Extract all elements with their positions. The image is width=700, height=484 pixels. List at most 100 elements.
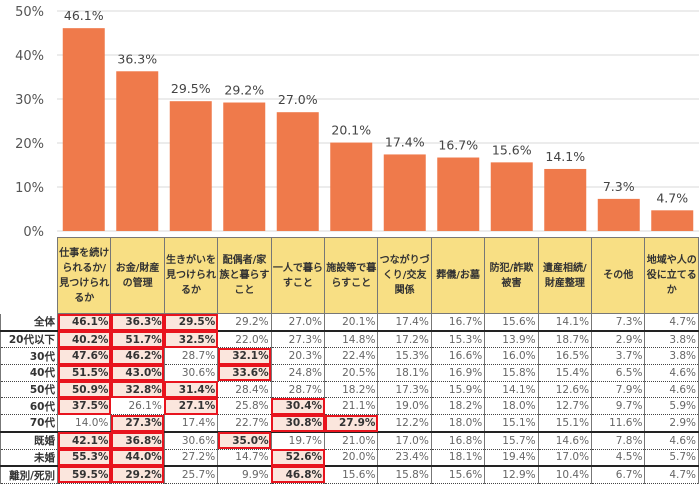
- bar: [330, 142, 373, 231]
- row-label: 全体: [0, 313, 58, 332]
- table-cell: 29.2%: [217, 313, 272, 332]
- table-cell: 13.9%: [484, 330, 539, 349]
- bar: [223, 102, 266, 232]
- column-header: 施設等で暮らすこと: [324, 237, 379, 314]
- table-cell: 43.0%: [110, 364, 165, 382]
- table-cell: 17.2%: [377, 330, 432, 349]
- table-cell: 4.5%: [591, 449, 646, 468]
- table-cell: 3.7%: [591, 347, 646, 366]
- data-label: 17.4%: [385, 134, 425, 149]
- bar: [544, 168, 587, 231]
- table-cell: 7.8%: [591, 431, 646, 450]
- table-cell: 44.0%: [110, 449, 165, 468]
- table-cell: 14.1%: [537, 313, 593, 332]
- table-cell: 51.7%: [110, 330, 165, 349]
- table-cell: 18.2%: [324, 381, 379, 399]
- table-cell: 22.0%: [217, 330, 272, 349]
- table-row: 30代 47.6% 46.2% 28.7% 32.1% 20.3% 22.4% 15.3% 16…: [0, 347, 699, 366]
- table-row: 70代 14.0% 27.3% 17.4% 22.7% 30.8% 27.9% 12.2% 18…: [0, 414, 699, 433]
- bar: [383, 154, 426, 231]
- table-cell: 28.7%: [163, 347, 219, 366]
- table-cell: 26.1%: [110, 397, 165, 416]
- table-cell: 35.0%: [217, 431, 272, 450]
- table-header-row: 仕事を続けられるか/見つけられるか お金/財産の管理 生きがいを見つけられるか 配偶者…: [0, 237, 699, 314]
- column-header: 生きがいを見つけられるか: [163, 237, 219, 314]
- bar: [490, 162, 533, 231]
- bar: [116, 71, 159, 231]
- table-cell: 18.7%: [537, 330, 593, 349]
- table-cell: 29.5%: [163, 313, 219, 332]
- data-label: 20.1%: [331, 123, 371, 138]
- table-cell: 42.1%: [56, 431, 112, 450]
- column-header: 一人で暮らすこと: [270, 237, 326, 314]
- table-cell: 15.4%: [537, 364, 593, 382]
- table-cell: 31.4%: [163, 381, 219, 399]
- table-cell: 15.3%: [430, 330, 486, 349]
- column-header: 防犯/詐欺被害: [484, 237, 539, 314]
- table-cell: 19.4%: [484, 449, 539, 468]
- table-row: 50代 50.9% 32.8% 31.4% 28.4% 28.7% 18.2% 17.3% 15…: [0, 381, 699, 399]
- table-cell: 16.0%: [484, 347, 539, 366]
- table-cell: 32.1%: [217, 347, 272, 366]
- column-header: 配偶者/家族と暮らすこと: [217, 237, 272, 314]
- table-corner: [0, 237, 58, 314]
- table-row: 40代 51.5% 43.0% 30.6% 33.6% 24.8% 20.5% 18.1% 16…: [0, 364, 699, 382]
- table-cell: 27.0%: [270, 313, 326, 332]
- bar: [62, 28, 105, 231]
- row-label: 20代以下: [0, 330, 58, 349]
- table-cell: 15.9%: [430, 381, 486, 399]
- data-label: 16.7%: [438, 138, 478, 153]
- data-label: 14.1%: [545, 149, 585, 164]
- data-label: 29.2%: [224, 83, 264, 98]
- table-cell: 17.3%: [377, 381, 432, 399]
- y-tick-label: 10%: [15, 181, 44, 196]
- table-cell: 2.9%: [644, 414, 699, 433]
- table-cell: 9.7%: [591, 397, 646, 416]
- table-cell: 3.8%: [644, 330, 699, 349]
- table-cell: 55.3%: [56, 449, 112, 468]
- table-cell: 50.9%: [56, 381, 112, 399]
- table-cell: 18.1%: [430, 449, 486, 468]
- table-cell: 15.1%: [537, 414, 593, 433]
- y-tick-label: 50%: [15, 5, 44, 20]
- table-cell: 10.4%: [537, 466, 593, 484]
- table-cell: 30.4%: [270, 397, 326, 416]
- row-label: 50代: [0, 381, 58, 399]
- data-label: 7.3%: [603, 179, 635, 194]
- table-cell: 14.8%: [324, 330, 379, 349]
- table-cell: 15.6%: [484, 313, 539, 332]
- table-cell: 15.3%: [377, 347, 432, 366]
- table-cell: 21.1%: [324, 397, 379, 416]
- table-cell: 27.2%: [163, 449, 219, 468]
- table-cell: 20.5%: [324, 364, 379, 382]
- table-cell: 14.0%: [56, 414, 112, 433]
- y-tick-label: 30%: [15, 93, 44, 108]
- table-cell: 17.0%: [377, 431, 432, 450]
- table-cell: 4.6%: [644, 431, 699, 450]
- table-cell: 22.7%: [217, 414, 272, 433]
- table-cell: 18.2%: [430, 397, 486, 416]
- table-cell: 14.6%: [537, 431, 593, 450]
- table-cell: 12.7%: [537, 397, 593, 416]
- bar-chart: 0% 10% 20% 30% 40% 50% 46.1% 36.3% 29.5% 29.2% 27.…: [15, 5, 699, 237]
- data-label: 27.0%: [278, 92, 318, 107]
- data-label: 46.1%: [64, 8, 104, 23]
- table-cell: 16.6%: [430, 347, 486, 366]
- table-cell: 17.4%: [377, 313, 432, 332]
- table-cell: 29.2%: [110, 466, 165, 484]
- table-cell: 4.7%: [644, 466, 699, 484]
- table-cell: 11.6%: [591, 414, 646, 433]
- table-cell: 30.6%: [163, 431, 219, 450]
- column-header: つながりづくり/交友関係: [377, 237, 432, 314]
- column-header: 遺産相続/財産整理: [537, 237, 593, 314]
- table-cell: 15.7%: [484, 431, 539, 450]
- table-row: 60代 37.5% 26.1% 27.1% 25.8% 30.4% 21.1% 19.0% 18…: [0, 397, 699, 416]
- table-cell: 27.9%: [324, 414, 379, 433]
- table-cell: 36.3%: [110, 313, 165, 332]
- table-cell: 19.7%: [270, 431, 326, 450]
- column-header: 葬儀/お墓: [430, 237, 486, 314]
- table-cell: 20.1%: [324, 313, 379, 332]
- table-cell: 4.6%: [644, 381, 699, 399]
- table-cell: 30.6%: [163, 364, 219, 382]
- row-label: 既婚: [0, 431, 58, 450]
